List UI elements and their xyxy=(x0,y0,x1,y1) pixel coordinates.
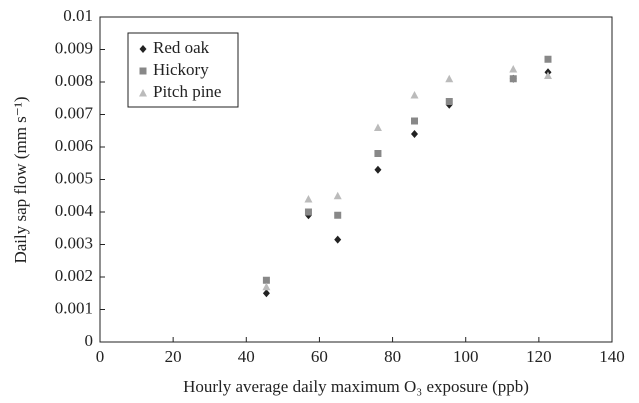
marker xyxy=(544,55,552,63)
marker xyxy=(262,289,270,298)
marker xyxy=(410,91,419,99)
y-tick-label: 0.002 xyxy=(55,266,93,285)
marker xyxy=(445,74,454,83)
marker xyxy=(262,276,270,284)
legend-marker xyxy=(139,45,147,53)
y-tick-label: 0.004 xyxy=(55,201,94,220)
x-tick-label: 100 xyxy=(453,347,479,366)
marker xyxy=(304,195,313,203)
marker xyxy=(334,211,342,219)
y-tick-label: 0 xyxy=(85,331,94,350)
y-tick-label: 0.005 xyxy=(55,168,93,187)
marker xyxy=(373,123,382,131)
x-tick-label: 40 xyxy=(238,347,255,366)
y-tick-label: 0.008 xyxy=(55,71,93,90)
legend-label: Red oak xyxy=(153,38,210,57)
marker xyxy=(333,191,342,200)
marker xyxy=(411,130,419,138)
y-axis-label: Daily sap flow (mm s⁻¹) xyxy=(11,96,30,263)
legend-marker xyxy=(139,67,147,75)
legend-label: Pitch pine xyxy=(153,82,221,101)
marker xyxy=(262,282,271,291)
legend-label: Hickory xyxy=(153,60,209,79)
y-tick-label: 0.009 xyxy=(55,38,93,57)
marker xyxy=(509,65,518,73)
marker xyxy=(334,235,342,244)
marker xyxy=(411,117,419,125)
marker xyxy=(544,71,552,79)
y-tick-label: 0.001 xyxy=(55,298,93,317)
y-tick-label: 0.003 xyxy=(55,233,93,252)
x-tick-label: 80 xyxy=(384,347,401,366)
marker xyxy=(445,98,453,105)
x-tick-label: 20 xyxy=(165,347,182,366)
legend-marker xyxy=(139,89,147,97)
y-tick-label: 0.007 xyxy=(55,103,94,122)
marker xyxy=(374,150,382,157)
x-tick-label: 0 xyxy=(96,347,105,366)
x-tick-label: 60 xyxy=(311,347,328,366)
x-axis-label: Hourly average daily maximum O₃ exposure… xyxy=(183,377,529,396)
y-tick-label: 0.01 xyxy=(63,6,93,25)
y-tick-label: 0.006 xyxy=(55,136,93,155)
marker xyxy=(374,165,382,174)
x-tick-label: 120 xyxy=(526,347,552,366)
marker xyxy=(304,208,312,216)
marker xyxy=(509,75,517,83)
x-tick-label: 140 xyxy=(599,347,625,366)
